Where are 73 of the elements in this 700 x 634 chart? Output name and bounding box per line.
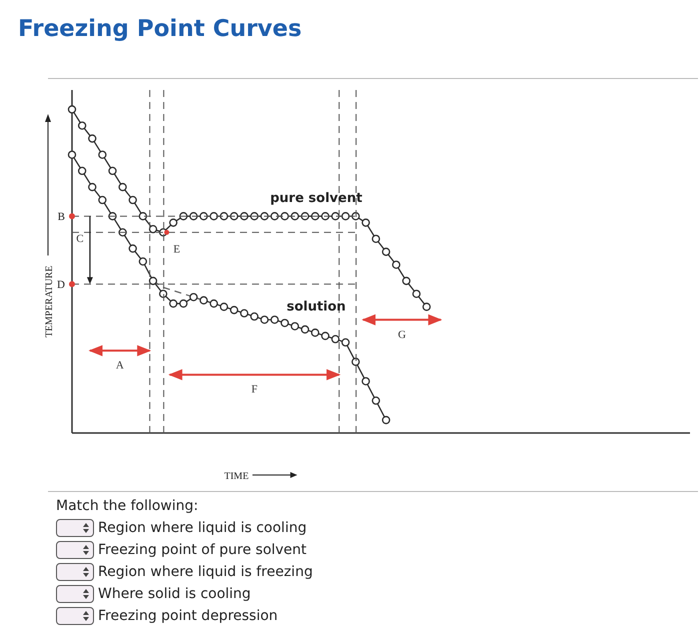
point [159,290,168,298]
point [108,166,117,176]
point [290,212,300,220]
point [88,134,96,143]
point [300,325,310,334]
annotation: E [173,243,180,256]
point [240,309,248,318]
point [169,218,178,227]
point [382,248,390,256]
point [118,182,127,192]
series-label: solution [286,300,346,315]
point [341,212,350,220]
annotation: C [76,233,84,246]
point [189,292,198,302]
point [68,150,76,159]
point [311,328,320,337]
annotation: G [398,328,406,341]
point [98,196,107,204]
point [78,166,86,176]
point [331,335,340,344]
point [220,212,228,220]
point [148,224,158,234]
point [412,290,421,298]
text: Region where liquid is freezing [98,562,313,582]
point [402,276,410,286]
point [148,276,158,286]
point [352,358,360,366]
point [290,322,300,330]
point [68,105,76,114]
annotation: F [251,384,258,396]
point [200,212,208,220]
point [270,316,279,324]
point [270,212,279,220]
text: Region where liquid is cooling [98,518,307,538]
point [362,377,370,386]
point [260,316,269,324]
text: Freezing point of pure solvent [98,540,307,560]
point [179,299,188,308]
ref-line-label: D [57,279,66,292]
point [280,318,289,328]
point [200,296,208,304]
ref-line-label: B [58,211,65,224]
point [128,196,137,204]
point [138,257,148,266]
point [422,302,431,311]
point [98,150,107,159]
series-label: pure solvent [270,191,362,206]
point [280,212,289,220]
point [210,212,218,220]
point [382,416,390,424]
text: Freezing point depression [98,606,278,626]
point [362,218,370,227]
point [250,312,259,321]
point [210,299,218,308]
text: Match the following: [56,497,200,516]
point [321,332,330,340]
point [138,212,148,220]
point [169,299,178,308]
chart-title: Freezing Point Curves [18,16,302,42]
point [331,212,340,220]
point [78,121,86,130]
annotation: A [116,360,124,372]
point [392,260,400,269]
x-axis-title: TIME [224,471,249,482]
point [230,306,238,314]
point [128,244,137,253]
text: Where solid is cooling [98,584,251,604]
point [220,302,228,311]
point [372,396,380,405]
point [88,182,96,192]
point [372,234,380,243]
y-axis-title: TEMPERATURE [44,266,55,338]
point [341,338,350,347]
